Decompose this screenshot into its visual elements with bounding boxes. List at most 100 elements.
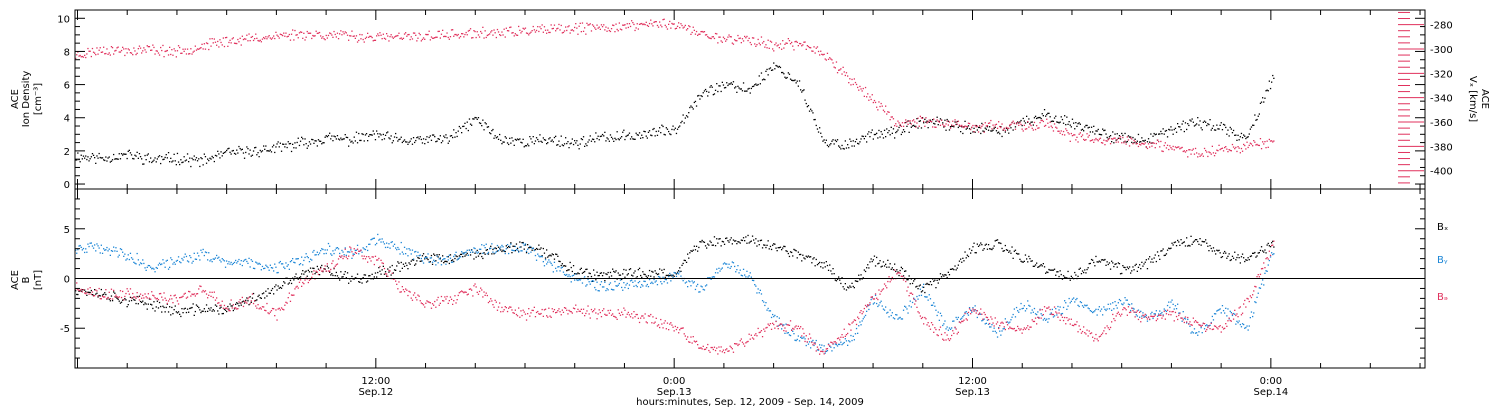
bx-series-point: [940, 276, 943, 278]
ion-density-series-point: [486, 126, 488, 128]
vx-series-point: [612, 24, 614, 26]
ion-density-series-point: [889, 134, 891, 136]
bz-series-point: [452, 303, 454, 305]
by-series-point: [783, 324, 785, 326]
bx-series-point: [1169, 248, 1171, 250]
bx-series-point: [492, 248, 494, 251]
bz-series-point: [661, 323, 663, 325]
ion-density-series-point: [392, 140, 394, 142]
by-series-point: [693, 281, 695, 283]
ion-density-series-point: [201, 158, 203, 160]
vx-series-point: [721, 41, 723, 43]
bz-series-point: [283, 309, 285, 311]
velocity-tick-label: -320: [1430, 69, 1453, 80]
vx-series-point: [1169, 145, 1171, 147]
by-series-point: [316, 251, 318, 253]
ion-density-series-point: [1231, 132, 1234, 134]
ion-density-series-point: [352, 142, 354, 144]
by-series-point: [1215, 313, 1217, 315]
bz-series-point: [722, 349, 725, 351]
ion-density-series-point: [661, 124, 663, 126]
bx-series-point: [1005, 249, 1008, 251]
vx-series-point: [301, 31, 303, 33]
by-series-point: [646, 283, 648, 286]
bx-series-point: [761, 247, 764, 249]
bx-series-point: [98, 294, 100, 297]
bx-series-point: [845, 289, 848, 291]
vx-series-point: [750, 43, 752, 46]
bx-series-point: [594, 274, 596, 276]
bx-series-point: [1135, 263, 1137, 265]
ion-density-series-point: [188, 161, 190, 163]
ion-density-series-point: [798, 80, 801, 82]
by-series-point: [527, 248, 529, 250]
bx-series-point: [645, 275, 647, 277]
bx-series-point: [115, 296, 117, 298]
vx-series-point: [1243, 143, 1245, 146]
bz-series-point: [672, 326, 674, 328]
ion-density-series-point: [615, 138, 617, 141]
bz-series-point: [648, 315, 651, 317]
ion-density-series-point: [703, 90, 706, 92]
vx-series-point: [122, 46, 124, 48]
bx-series-point: [935, 287, 937, 289]
bz-series-point: [640, 317, 642, 319]
ion-density-series-point: [1211, 127, 1213, 129]
bz-series-point: [284, 304, 286, 306]
density-tick-label: 0: [64, 180, 70, 191]
ion-density-series-point: [656, 134, 659, 136]
ion-density-series-point: [891, 132, 893, 134]
vx-series-point: [1258, 144, 1260, 147]
bz-series-point: [136, 292, 138, 294]
ion-density-series-point: [1200, 127, 1202, 129]
ion-density-series-point: [681, 120, 683, 122]
by-series-point: [1236, 320, 1238, 322]
bz-series-point: [717, 353, 719, 355]
by-series-point: [717, 272, 719, 274]
by-series-point: [245, 258, 247, 261]
bx-series-point: [345, 277, 347, 279]
vx-series-point: [1038, 127, 1040, 129]
ion-density-series-point: [365, 133, 368, 135]
by-series-point: [469, 251, 472, 253]
ion-density-series-point: [1069, 124, 1071, 126]
vx-series-point: [456, 34, 458, 37]
ion-density-series-point: [965, 128, 967, 130]
ion-density-series-point: [1199, 120, 1201, 122]
bx-series-point: [239, 302, 241, 304]
vx-series-point: [1164, 142, 1166, 144]
by-series-point: [302, 264, 304, 266]
bx-series-point: [1196, 239, 1198, 241]
bx-series-point: [198, 306, 200, 309]
by-series-point: [663, 281, 665, 283]
by-series-point: [807, 343, 810, 345]
by-series-point: [297, 258, 299, 260]
bx-series-point: [213, 310, 215, 312]
vx-series-point: [227, 45, 229, 47]
bz-series-point: [214, 299, 217, 301]
ion-density-series-point: [323, 142, 325, 144]
ion-density-series-point: [430, 139, 433, 141]
vx-series-point: [321, 37, 323, 39]
ion-density-series-point: [1253, 124, 1255, 126]
ion-density-series-point: [578, 148, 580, 150]
bx-series-point: [1092, 259, 1094, 261]
ion-density-series-point: [1074, 128, 1076, 130]
by-series-point: [606, 288, 608, 290]
by-series-point: [258, 262, 260, 264]
vx-series-point: [738, 37, 740, 40]
ion-density-series-point: [417, 136, 419, 138]
bx-series-point: [495, 247, 497, 250]
by-series-point: [736, 269, 738, 271]
bz-series-point: [693, 340, 695, 342]
bx-series-point: [368, 275, 370, 277]
bx-series-point: [665, 274, 667, 277]
by-series-point: [782, 324, 784, 326]
by-series-point: [894, 318, 896, 320]
vx-series-point: [876, 106, 878, 108]
bx-series-point: [512, 245, 514, 247]
ion-density-series-point: [496, 136, 499, 138]
bx-series-point: [490, 245, 492, 247]
ion-density-series-point: [190, 165, 192, 168]
ion-density-series-point: [1076, 125, 1078, 127]
